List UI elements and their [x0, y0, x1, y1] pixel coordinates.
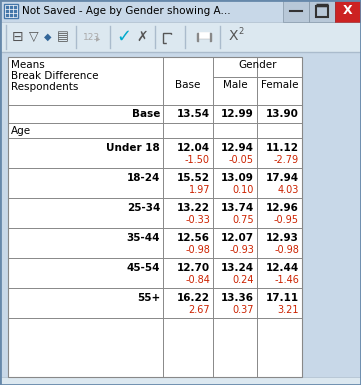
Text: 1.97: 1.97: [188, 184, 210, 194]
Text: Base: Base: [175, 80, 201, 90]
Bar: [199, 39, 209, 45]
Text: -0.93: -0.93: [229, 244, 254, 254]
Text: 12.99: 12.99: [221, 109, 254, 119]
Bar: [0, 0, 361, 22]
Text: 3.21: 3.21: [278, 305, 299, 315]
Text: -0.98: -0.98: [185, 244, 210, 254]
Text: Base: Base: [132, 109, 160, 119]
Bar: [197, 33, 211, 41]
Text: Gender: Gender: [238, 60, 277, 70]
Text: -2.79: -2.79: [274, 155, 299, 165]
Text: 16.22: 16.22: [177, 293, 210, 303]
Text: -0.33: -0.33: [185, 214, 210, 224]
Text: Under 18: Under 18: [106, 143, 160, 153]
Bar: [167, 35, 175, 45]
Text: 11.12: 11.12: [266, 143, 299, 153]
Text: Age: Age: [11, 126, 31, 136]
Text: 25-34: 25-34: [127, 203, 160, 213]
Text: ✗: ✗: [136, 30, 148, 44]
Bar: [8, 57, 302, 377]
Text: 15.52: 15.52: [177, 173, 210, 183]
Bar: [4, 4, 18, 18]
Text: 0.10: 0.10: [232, 184, 254, 194]
Text: ▶: ▶: [96, 37, 100, 42]
Text: 12.44: 12.44: [266, 263, 299, 273]
Text: 0.37: 0.37: [232, 305, 254, 315]
Bar: [199, 32, 209, 38]
Text: Means: Means: [11, 60, 45, 70]
Text: 12.56: 12.56: [177, 233, 210, 243]
Text: 17.94: 17.94: [266, 173, 299, 183]
Bar: [316, 6, 328, 17]
Bar: [283, 0, 309, 22]
Bar: [283, 0, 309, 22]
Text: 45-54: 45-54: [126, 263, 160, 273]
Bar: [0, 377, 361, 385]
Text: 0.24: 0.24: [232, 275, 254, 285]
Text: 35-44: 35-44: [126, 233, 160, 243]
Text: -0.05: -0.05: [229, 155, 254, 165]
Text: 2.67: 2.67: [188, 305, 210, 315]
Bar: [335, 0, 361, 22]
Text: 0.75: 0.75: [232, 214, 254, 224]
Text: 12.70: 12.70: [177, 263, 210, 273]
Text: X: X: [228, 29, 238, 43]
Text: Respondents: Respondents: [11, 82, 78, 92]
Text: -0.84: -0.84: [185, 275, 210, 285]
Text: 13.90: 13.90: [266, 109, 299, 119]
Text: Break Difference: Break Difference: [11, 71, 99, 81]
Text: 13.36: 13.36: [221, 293, 254, 303]
Text: 12.93: 12.93: [266, 233, 299, 243]
Text: 13.22: 13.22: [177, 203, 210, 213]
Text: -0.98: -0.98: [274, 244, 299, 254]
Text: Female: Female: [261, 80, 298, 90]
Bar: [309, 0, 335, 22]
Bar: [8, 57, 302, 377]
Bar: [335, 0, 361, 22]
Text: 12.96: 12.96: [266, 203, 299, 213]
Bar: [163, 33, 171, 43]
Text: 12.94: 12.94: [221, 143, 254, 153]
Text: 12.04: 12.04: [177, 143, 210, 153]
Text: 17.11: 17.11: [266, 293, 299, 303]
Bar: [5, 5, 17, 17]
Text: Not Saved - Age by Gender showing A...: Not Saved - Age by Gender showing A...: [22, 6, 231, 16]
Text: 12.07: 12.07: [221, 233, 254, 243]
Text: -1.50: -1.50: [185, 155, 210, 165]
Text: ◆: ◆: [44, 32, 52, 42]
Text: ⊟: ⊟: [12, 30, 24, 44]
Text: 123: 123: [83, 32, 101, 42]
Text: 13.74: 13.74: [221, 203, 254, 213]
Text: -1.46: -1.46: [274, 275, 299, 285]
Text: Male: Male: [223, 80, 247, 90]
Text: ✓: ✓: [117, 28, 131, 46]
Text: -0.95: -0.95: [274, 214, 299, 224]
Text: ▤: ▤: [57, 30, 69, 44]
Text: 4.03: 4.03: [278, 184, 299, 194]
Text: 18-24: 18-24: [127, 173, 160, 183]
Text: X: X: [343, 5, 353, 17]
Text: 13.24: 13.24: [221, 263, 254, 273]
Text: 2: 2: [238, 27, 244, 37]
Text: 13.54: 13.54: [177, 109, 210, 119]
Bar: [309, 0, 335, 22]
Text: ▽: ▽: [29, 30, 39, 44]
Text: 13.09: 13.09: [221, 173, 254, 183]
Text: 55+: 55+: [137, 293, 160, 303]
Bar: [0, 22, 361, 52]
